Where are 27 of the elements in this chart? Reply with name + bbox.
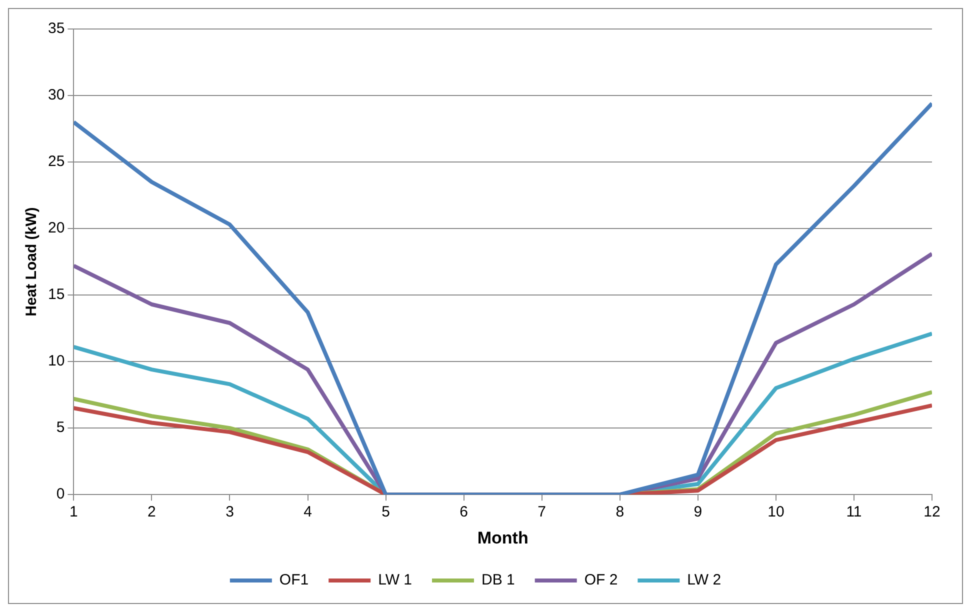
- x-tick-label: 9: [694, 504, 702, 521]
- x-tick-label: 12: [924, 504, 940, 521]
- x-axis-title: Month: [477, 528, 528, 548]
- x-tick-label: 6: [460, 504, 468, 521]
- y-tick-label: 20: [48, 220, 65, 237]
- x-tick-label: 11: [846, 504, 862, 521]
- x-tick-label: 5: [382, 504, 390, 521]
- y-tick-label: 10: [48, 352, 65, 370]
- legend-label: LW 2: [687, 572, 722, 589]
- legend-label: OF 2: [584, 572, 618, 589]
- y-tick-label: 35: [48, 20, 65, 38]
- legend-label: OF1: [279, 572, 309, 589]
- y-tick-label: 25: [48, 153, 65, 170]
- legend-label: DB 1: [481, 572, 515, 589]
- y-tick-label: 15: [48, 286, 65, 304]
- x-tick-label: 10: [768, 504, 784, 521]
- x-tick-label: 2: [148, 504, 156, 521]
- y-tick-label: 0: [56, 486, 65, 503]
- x-tick-label: 4: [304, 504, 312, 521]
- y-tick-label: 30: [48, 86, 65, 104]
- x-tick-label: 7: [538, 504, 546, 521]
- y-axis-title: Heat Load (kW): [23, 207, 40, 316]
- x-tick-label: 8: [616, 504, 624, 521]
- x-tick-label: 1: [70, 504, 78, 521]
- legend-label: LW 1: [378, 572, 412, 589]
- x-tick-label: 3: [226, 504, 234, 521]
- y-tick-label: 5: [56, 419, 65, 436]
